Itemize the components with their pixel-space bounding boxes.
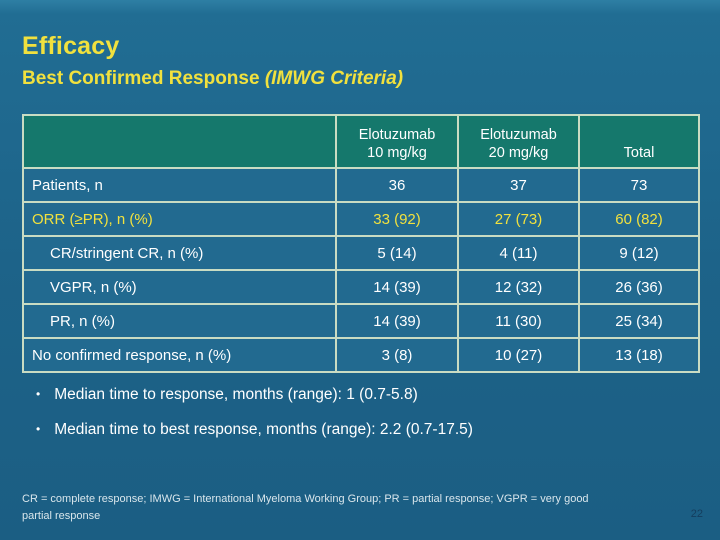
cell-value: 10 (27) — [457, 337, 580, 373]
slide-title: Efficacy — [22, 32, 120, 60]
row-label: CR/stringent CR, n (%) — [22, 235, 337, 271]
table-header-elotuzumab-10: Elotuzumab 10 mg/kg — [335, 114, 459, 169]
subtitle-text: Best Confirmed Response — [22, 68, 265, 89]
cell-value: 37 — [457, 167, 580, 203]
bullet-text: Median time to best response, months (ra… — [54, 421, 473, 438]
bullet-list: • Median time to response, months (range)… — [36, 386, 473, 456]
abbreviations-footnote: CR = complete response; IMWG = Internati… — [22, 493, 589, 522]
table-header-total: Total — [578, 114, 700, 169]
cell-value: 33 (92) — [335, 201, 459, 237]
header-drug-name: Elotuzumab — [480, 126, 557, 143]
table-header-corner — [22, 114, 337, 169]
cell-value: 60 (82) — [578, 201, 700, 237]
table-header-row: Elotuzumab 10 mg/kg Elotuzumab 20 mg/kg To… — [22, 114, 700, 169]
cell-value: 36 — [335, 167, 459, 203]
cell-value: 13 (18) — [578, 337, 700, 373]
bullet-item-median-time-to-best-response: • Median time to best response, months (r… — [36, 421, 473, 439]
table-row-orr: ORR (≥PR), n (%) 33 (92) 27 (73) 60 (82) — [22, 201, 700, 237]
row-label: No confirmed response, n (%) — [22, 337, 337, 373]
slide-subtitle: Best Confirmed Response (IMWG Criteria) — [22, 68, 403, 90]
row-label: PR, n (%) — [22, 303, 337, 339]
cell-value: 27 (73) — [457, 201, 580, 237]
cell-value: 4 (11) — [457, 235, 580, 271]
cell-value: 26 (36) — [578, 269, 700, 305]
table-header-elotuzumab-20: Elotuzumab 20 mg/kg — [457, 114, 580, 169]
row-label: VGPR, n (%) — [22, 269, 337, 305]
cell-value: 14 (39) — [335, 303, 459, 339]
bullet-dot: • — [36, 422, 41, 436]
cell-value: 25 (34) — [578, 303, 700, 339]
subtitle-italic-text: (IMWG Criteria) — [264, 68, 404, 89]
page-number: 22 — [690, 508, 703, 520]
header-dose: 20 mg/kg — [488, 144, 549, 161]
table-row-patients: Patients, n 36 37 73 — [22, 167, 700, 203]
cell-value: 5 (14) — [335, 235, 459, 271]
header-dose: 10 mg/kg — [367, 144, 427, 161]
row-label: ORR (≥PR), n (%) — [22, 201, 337, 237]
bullet-dot: • — [36, 387, 41, 401]
header-drug-name: Elotuzumab — [358, 126, 436, 143]
table-row-cr: CR/stringent CR, n (%) 5 (14) 4 (11) 9 (… — [22, 235, 700, 271]
table-row-vgpr: VGPR, n (%) 14 (39) 12 (32) 26 (36) — [22, 269, 700, 305]
cell-value: 14 (39) — [335, 269, 459, 305]
cell-value: 11 (30) — [457, 303, 580, 339]
cell-value: 73 — [578, 167, 700, 203]
cell-value: 3 (8) — [335, 337, 459, 373]
bullet-item-median-time-to-response: • Median time to response, months (range)… — [36, 386, 473, 404]
bullet-text: Median time to response, months (range):… — [54, 386, 418, 403]
cell-value: 12 (32) — [457, 269, 580, 305]
response-table: Elotuzumab 10 mg/kg Elotuzumab 20 mg/kg To… — [22, 114, 700, 373]
table-row-no-confirmed-response: No confirmed response, n (%) 3 (8) 10 (2… — [22, 337, 700, 373]
cell-value: 9 (12) — [578, 235, 700, 271]
row-label: Patients, n — [22, 167, 337, 203]
table-row-pr: PR, n (%) 14 (39) 11 (30) 25 (34) — [22, 303, 700, 339]
